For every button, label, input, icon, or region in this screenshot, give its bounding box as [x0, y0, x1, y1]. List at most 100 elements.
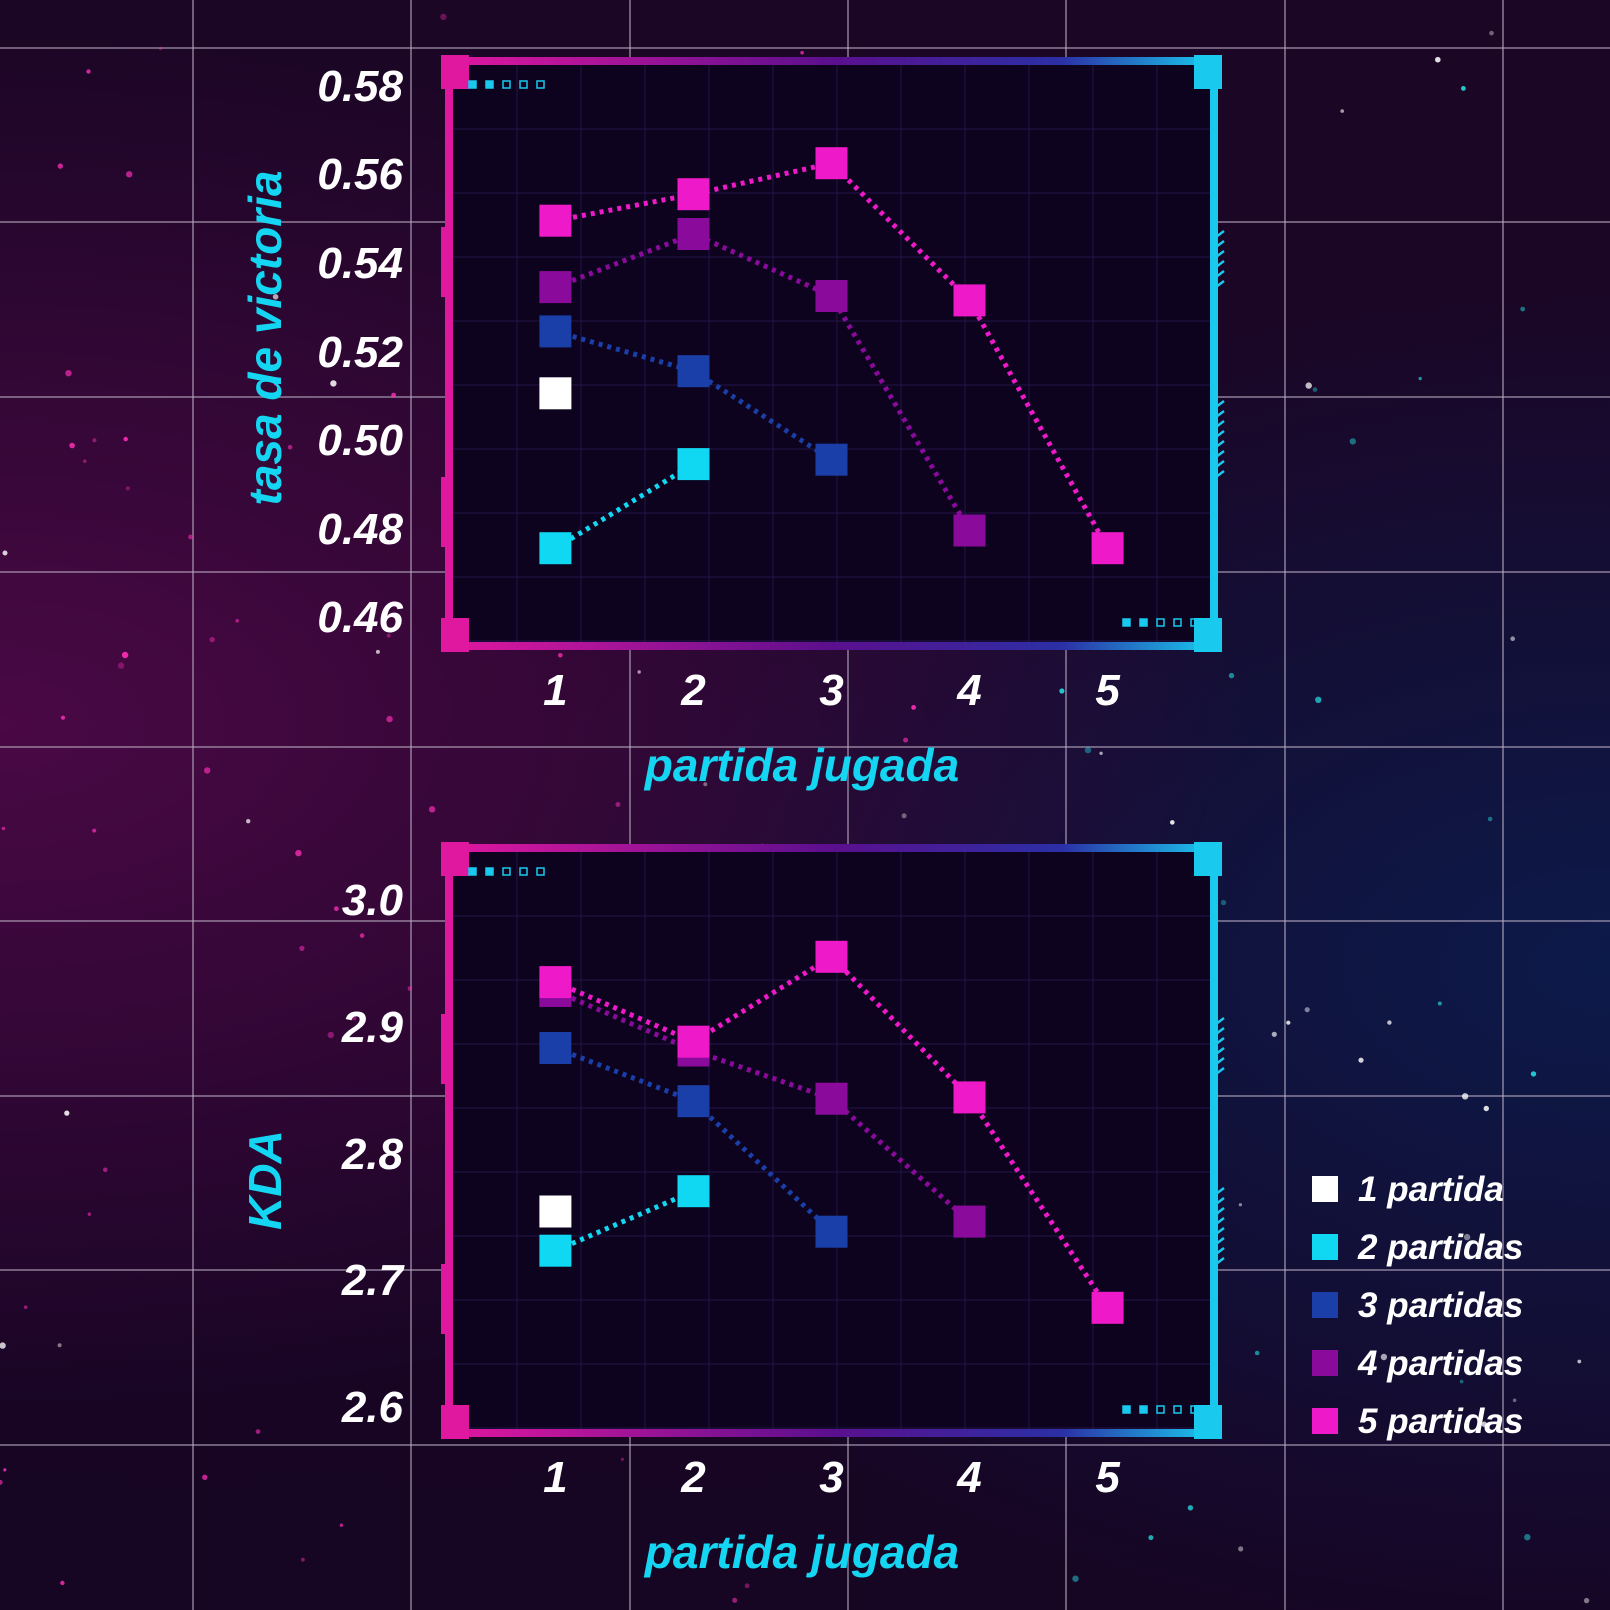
star [1380, 1353, 1388, 1361]
frame-hatch [1215, 280, 1225, 288]
frame-hatch [1215, 1217, 1225, 1225]
winrate-chart-panel [441, 55, 1225, 652]
frame-dot [519, 80, 528, 89]
kda-plot-area [539, 940, 1124, 1324]
data-point [953, 514, 986, 547]
frame-hatch [1215, 1037, 1225, 1045]
star [246, 819, 251, 824]
frame-hatch [1215, 1047, 1225, 1055]
frame-hatch [1215, 400, 1225, 408]
y-tick-label: 2.6 [341, 1383, 403, 1433]
x-tick-label: 3 [819, 1453, 844, 1502]
star [1072, 1575, 1079, 1582]
frame-tab [441, 477, 451, 547]
frame-corner [441, 842, 469, 876]
frame-hatch [1215, 1057, 1225, 1065]
star [299, 945, 305, 952]
frame-corner [441, 1405, 469, 1439]
frame-hatch [1215, 250, 1225, 258]
frame-corner [441, 55, 469, 89]
star [1461, 1093, 1469, 1100]
star [92, 438, 97, 443]
frame-dot [468, 867, 477, 876]
y-tick-label: 0.58 [317, 61, 403, 111]
star [92, 828, 97, 833]
frame-border [445, 57, 1218, 650]
star [1481, 1421, 1487, 1427]
star [1286, 1020, 1291, 1025]
star [209, 636, 215, 643]
frame-dot [1139, 1405, 1148, 1414]
star [615, 802, 621, 807]
star [1238, 1203, 1242, 1207]
star [732, 1597, 738, 1603]
star [23, 1305, 28, 1309]
data-point [677, 448, 710, 481]
star [103, 1167, 108, 1173]
x-tick-label: 5 [1095, 666, 1120, 715]
x-tick-label: 3 [819, 666, 844, 715]
winrate-plot-area [539, 147, 1124, 565]
y-tick-label: 2.7 [341, 1256, 403, 1306]
star [273, 381, 279, 386]
frame-dot [1190, 1405, 1199, 1414]
data-point [815, 443, 848, 476]
legend-swatch [1312, 1350, 1338, 1376]
frame-corner [1194, 55, 1222, 89]
frame-hatch [1215, 1227, 1225, 1235]
star [1304, 1007, 1310, 1013]
data-point [677, 1085, 710, 1118]
frame-dot [536, 867, 545, 876]
star [1437, 1001, 1442, 1006]
star [339, 1523, 344, 1527]
kda-x-axis-title: partida jugada [644, 1526, 960, 1578]
series-line-5 [554, 160, 1110, 550]
data-point [815, 1082, 848, 1115]
y-tick-label: 0.50 [317, 416, 403, 465]
x-tick-label: 2 [681, 1453, 706, 1502]
data-point [539, 377, 572, 410]
frame-dot [1156, 1405, 1165, 1414]
star [1271, 1031, 1277, 1037]
star [1, 826, 6, 831]
star [1520, 306, 1526, 312]
star [620, 1457, 625, 1461]
star [1510, 636, 1515, 641]
star [202, 1474, 208, 1481]
frame-tab [441, 1264, 451, 1334]
frame-dot [502, 867, 511, 876]
frame-hatch [1215, 260, 1225, 268]
frame-dot [1190, 618, 1199, 627]
star [327, 1031, 334, 1039]
star [0, 1342, 6, 1349]
star [334, 906, 339, 912]
star [901, 813, 907, 819]
x-tick-label: 5 [1095, 1453, 1120, 1502]
frame-hatch [1215, 1067, 1225, 1075]
star [301, 1557, 305, 1562]
data-point [677, 218, 710, 250]
star [272, 294, 279, 300]
star [255, 1429, 261, 1434]
star [407, 986, 413, 991]
data-point [953, 1081, 986, 1114]
frame-dot [1173, 618, 1182, 627]
star [1254, 1350, 1260, 1356]
star [1583, 1597, 1590, 1604]
x-tick-label: 1 [543, 1453, 568, 1502]
series-line-4 [554, 231, 972, 532]
frame-dot [468, 80, 477, 89]
y-tick-label: 0.56 [317, 150, 403, 200]
star [60, 715, 66, 720]
star [1483, 1105, 1490, 1112]
data-point [815, 940, 848, 973]
star [391, 392, 396, 398]
star [1340, 109, 1344, 113]
frame-hatch [1215, 270, 1225, 278]
star [386, 715, 393, 723]
data-point [539, 1032, 572, 1064]
frame-hatch [1215, 1017, 1225, 1025]
star [1148, 1535, 1154, 1541]
star [83, 459, 87, 463]
star [1387, 1020, 1392, 1025]
